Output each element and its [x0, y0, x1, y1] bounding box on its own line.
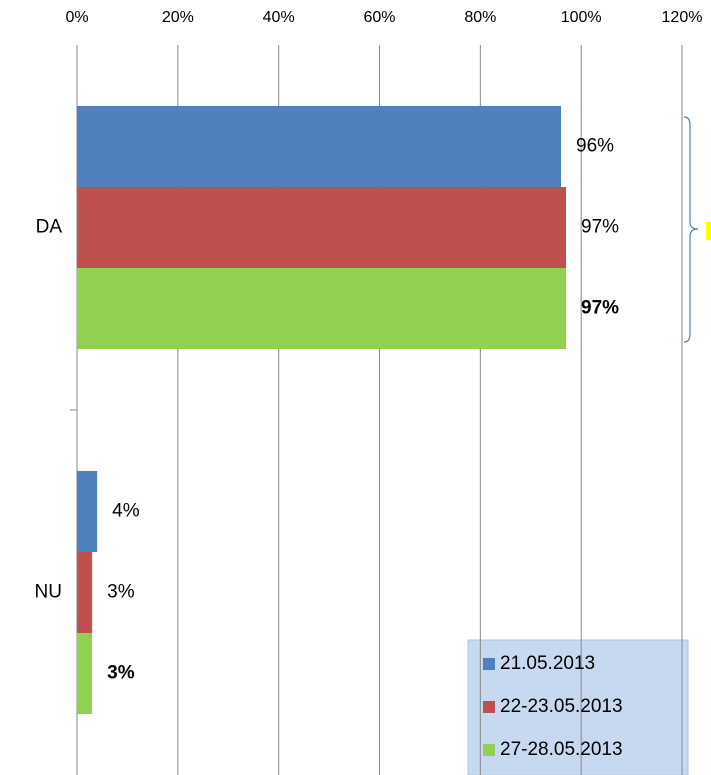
y-tick-label: NU	[35, 582, 62, 603]
bracket	[683, 116, 699, 343]
data-label: 3%	[107, 582, 135, 603]
x-tick-label: 40%	[263, 9, 295, 26]
y-tick-label: DA	[36, 217, 63, 238]
data-label: 97%	[581, 217, 619, 238]
bar	[77, 268, 567, 350]
legend-label: 21.05.2013	[500, 653, 595, 674]
x-tick-label: 100%	[561, 9, 602, 26]
bar	[77, 633, 93, 715]
x-tick-label: 0%	[65, 9, 88, 26]
x-tick-label: 20%	[162, 9, 194, 26]
highlight	[706, 222, 711, 240]
x-tick-label: 80%	[464, 9, 496, 26]
data-label: 4%	[112, 500, 140, 521]
bar	[77, 186, 567, 269]
x-tick-label: 60%	[363, 9, 395, 26]
legend-swatch	[483, 658, 495, 670]
legend-label: 22-23.05.2013	[500, 696, 623, 717]
data-label: 3%	[107, 663, 135, 684]
legend-swatch	[483, 701, 495, 713]
data-label: 96%	[576, 135, 614, 156]
legend	[467, 639, 689, 775]
bar	[77, 551, 93, 634]
bar	[77, 470, 98, 552]
x-tick-label: 120%	[662, 9, 703, 26]
legend-swatch	[483, 744, 495, 756]
legend-label: 27-28.05.2013	[500, 739, 623, 760]
bar	[77, 105, 561, 187]
data-label: 97%	[581, 298, 619, 319]
